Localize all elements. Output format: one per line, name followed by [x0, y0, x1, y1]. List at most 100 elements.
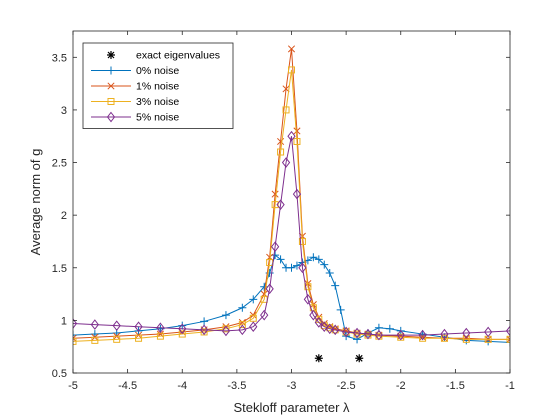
data-point: [277, 148, 285, 156]
data-point: [298, 262, 307, 274]
x-tick-label: -1.5: [446, 380, 465, 392]
data-point: [320, 321, 329, 333]
legend-marker: [107, 51, 115, 59]
data-point: [325, 269, 334, 278]
data-point: [199, 324, 209, 336]
data-point: [293, 127, 301, 135]
y-axis-label: Average norm of g: [28, 149, 43, 256]
data-point: [134, 321, 143, 333]
data-point: [135, 334, 143, 342]
data-point: [221, 325, 231, 337]
data-point: [265, 283, 274, 295]
data-point: [309, 253, 318, 262]
data-point: [249, 314, 257, 322]
y-tick-label: 2.5: [52, 158, 67, 170]
data-point: [292, 261, 301, 270]
data-point: [249, 321, 258, 333]
data-point: [314, 317, 323, 328]
x-tick-label: -3: [287, 380, 297, 392]
data-point: [440, 328, 449, 340]
data-point: [276, 199, 285, 210]
x-tick-label: -2.5: [337, 380, 356, 392]
data-point: [418, 329, 427, 341]
series-layer: [73, 45, 510, 347]
data-point: [178, 330, 186, 338]
data-point: [271, 190, 279, 198]
data-point: [73, 334, 77, 342]
data-point: [287, 263, 296, 272]
legend-item: 1% noise: [91, 81, 179, 93]
data-point: [270, 241, 280, 253]
data-point: [288, 66, 295, 74]
data-point: [462, 335, 470, 343]
data-point: [276, 255, 285, 264]
x-tick-label: -5: [68, 380, 78, 392]
legend-item: exact eigenvalues: [107, 50, 220, 62]
data-point: [287, 130, 296, 142]
data-point: [336, 305, 345, 314]
legend-marker: [107, 66, 115, 75]
x-tick-label: -1: [505, 380, 515, 392]
data-point: [363, 328, 373, 340]
y-tick-label: 0.5: [52, 368, 67, 380]
data-point: [325, 323, 334, 335]
y-tick-label: 1.5: [52, 263, 67, 275]
data-point: [221, 311, 230, 320]
data-point: [293, 137, 301, 145]
data-point: [341, 326, 351, 338]
data-point: [156, 322, 165, 334]
legend-label: 1% noise: [136, 81, 179, 93]
data-point: [374, 329, 384, 341]
data-point: [484, 326, 493, 338]
legend: exact eigenvalues 0% noise 1% noise 3% nois…: [82, 42, 234, 129]
data-point: [314, 255, 323, 264]
data-point: [462, 327, 471, 339]
x-tick-label: -3.5: [227, 380, 246, 392]
data-point: [385, 324, 394, 333]
x-axis-label: Stekloff parameter λ: [233, 400, 350, 415]
data-point: [331, 281, 340, 290]
data-point: [156, 332, 164, 340]
data-point: [282, 106, 290, 114]
data-point: [331, 324, 340, 336]
data-point: [396, 329, 405, 341]
data-point: [238, 321, 246, 329]
data-point: [238, 318, 246, 327]
data-point: [506, 335, 510, 343]
data-point: [200, 317, 209, 326]
data-point: [238, 324, 247, 336]
legend-marker: [106, 111, 116, 123]
data-point: [287, 45, 296, 53]
legend-marker: [107, 98, 115, 105]
data-point: [112, 320, 121, 331]
x-tick-label: -4: [177, 380, 187, 392]
series-line: [73, 69, 510, 342]
x-tick-label: -4.5: [118, 380, 137, 392]
data-point: [292, 188, 302, 200]
legend-label: 0% noise: [136, 65, 179, 77]
legend-item: 0% noise: [91, 65, 179, 77]
series-5pct-noise: [73, 130, 510, 341]
data-point: [260, 282, 269, 291]
legend-item: 3% noise: [91, 96, 179, 108]
data-point: [309, 309, 318, 321]
y-tick-label: 1: [61, 315, 67, 327]
data-point: [260, 309, 269, 321]
data-point: [440, 334, 448, 342]
data-point: [249, 295, 258, 304]
data-point: [113, 335, 121, 343]
data-point: [178, 323, 187, 335]
data-point: [238, 303, 247, 312]
y-tick-label: 3.5: [52, 52, 67, 64]
series-line: [73, 136, 510, 336]
legend-label: 5% noise: [136, 112, 179, 124]
eigenvalue-point: [355, 354, 364, 363]
data-point: [271, 201, 279, 209]
data-point: [506, 335, 510, 343]
legend-label: exact eigenvalues: [136, 50, 220, 62]
y-axis: 0.5 1 1.5 2 2.5 3 3.5: [52, 52, 510, 380]
data-point: [304, 283, 312, 291]
data-point: [73, 318, 78, 329]
data-point: [73, 337, 77, 345]
